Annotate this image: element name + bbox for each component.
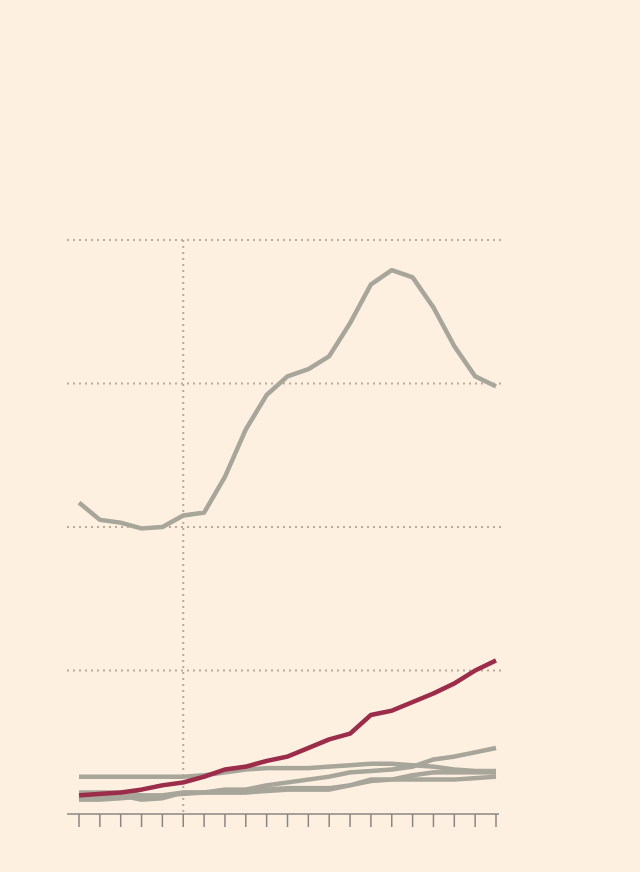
series-line [78, 774, 497, 802]
series-line [77, 267, 497, 531]
series-line [79, 761, 496, 779]
series-line [78, 658, 497, 798]
